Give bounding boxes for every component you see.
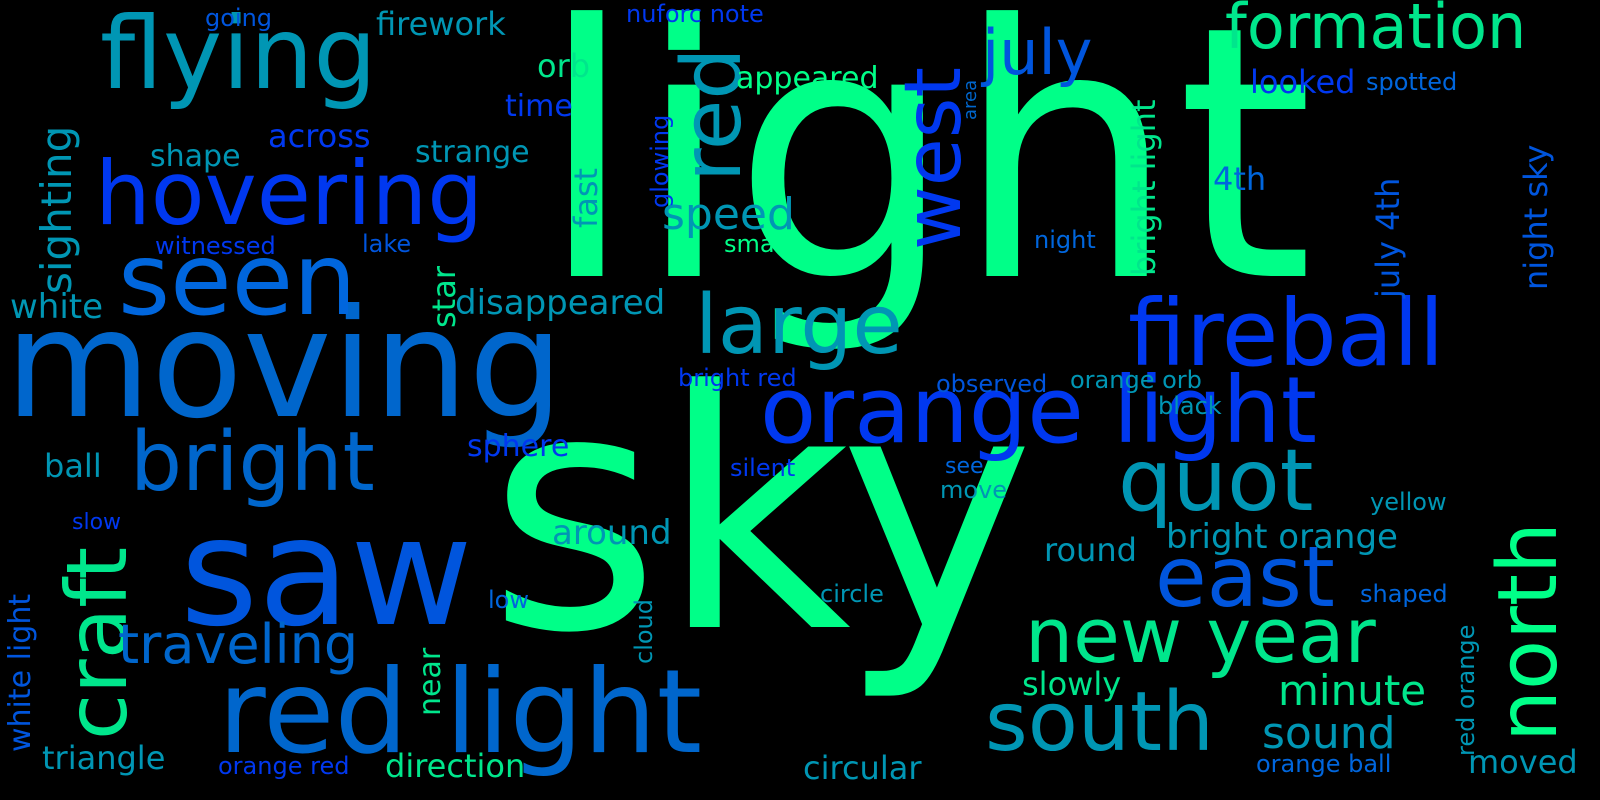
word-saw: saw	[180, 486, 473, 660]
word-disappeared: disappeared	[455, 283, 666, 323]
word-orange-ball: orange ball	[1256, 750, 1392, 778]
word-slow: slow	[72, 510, 122, 535]
word-red-light: red light	[218, 645, 703, 780]
word-white-light: white light	[3, 593, 38, 752]
word-across: across	[268, 117, 371, 155]
word-minute: minute	[1278, 666, 1427, 715]
word-flying: flying	[100, 0, 377, 112]
word-circular: circular	[803, 749, 922, 787]
word-witnessed: witnessed	[155, 232, 276, 260]
word-time: time	[505, 89, 573, 124]
word-orange-light: orange light	[760, 357, 1317, 464]
word-sphere: sphere	[467, 429, 570, 464]
word-area: area	[960, 79, 981, 120]
word-july: july	[982, 16, 1093, 89]
word-round: round	[1044, 531, 1137, 569]
word-bright-light: bright light	[1125, 99, 1163, 276]
word-fast: fast	[567, 167, 605, 228]
word-night-sky: night sky	[1517, 144, 1555, 290]
word-shaped: shaped	[1360, 580, 1448, 608]
word-near: near	[413, 647, 448, 716]
word-ball: ball	[44, 447, 102, 485]
word-looked: looked	[1250, 63, 1356, 101]
word-moved: moved	[1468, 743, 1578, 781]
word-spotted: spotted	[1366, 68, 1458, 96]
word-red-orange: red orange	[1452, 624, 1480, 756]
word-4th: 4th	[1213, 160, 1267, 198]
word-firework: firework	[376, 5, 506, 43]
word-sky: sky	[488, 321, 1035, 705]
word-orb: orb	[537, 47, 591, 85]
word-white: white	[10, 287, 104, 327]
word-night: night	[1034, 226, 1096, 254]
word-formation: formation	[1225, 0, 1527, 63]
word-july-4th: july 4th	[1369, 177, 1407, 298]
word-speed: speed	[662, 189, 795, 240]
word-nuforc-note: nuforc note	[626, 0, 764, 28]
word-south: south	[985, 675, 1214, 770]
word-low: low	[488, 586, 529, 614]
word-orange-red: orange red	[218, 752, 350, 780]
word-direction: direction	[385, 747, 526, 785]
word-black: black	[1158, 392, 1222, 420]
word-observed: observed	[936, 370, 1048, 398]
word-hovering: hovering	[95, 142, 484, 245]
word-cloud: cloud	[630, 599, 658, 664]
word-seen: seen	[118, 221, 357, 338]
word-shape: shape	[150, 139, 241, 174]
word-yellow: yellow	[1370, 488, 1447, 516]
word-moving: moving	[5, 278, 564, 452]
word-glowing: glowing	[646, 114, 674, 208]
word-bright-red: bright red	[678, 364, 797, 392]
word-move: move	[940, 476, 1008, 504]
word-silent: silent	[730, 454, 796, 482]
word-see: see	[945, 454, 984, 479]
word-bright: bright	[130, 415, 375, 510]
word-appeared: appeared	[736, 61, 879, 96]
word-around: around	[552, 513, 672, 553]
word-north: north	[1481, 522, 1576, 742]
word-going: going	[205, 4, 273, 32]
word-east: east	[1155, 528, 1335, 626]
word-sighting: sighting	[32, 125, 81, 294]
word-strange: strange	[415, 135, 530, 170]
word-large: large	[695, 278, 903, 373]
word-quot: quot	[1118, 431, 1314, 531]
word-bright-orange: bright orange	[1166, 517, 1398, 557]
word-orange-orb: orange orb	[1070, 366, 1202, 394]
word-new-year: new year	[1025, 591, 1376, 680]
word-lake: lake	[362, 230, 412, 258]
word-light: light	[538, 0, 1314, 359]
word-slowly: slowly	[1022, 665, 1122, 703]
word-fireball: fireball	[1128, 280, 1445, 387]
word-triangle: triangle	[42, 739, 166, 777]
word-traveling: traveling	[118, 613, 359, 676]
word-sound: sound	[1262, 708, 1396, 759]
word-circle: circle	[820, 580, 884, 608]
word-small: small	[724, 230, 788, 258]
